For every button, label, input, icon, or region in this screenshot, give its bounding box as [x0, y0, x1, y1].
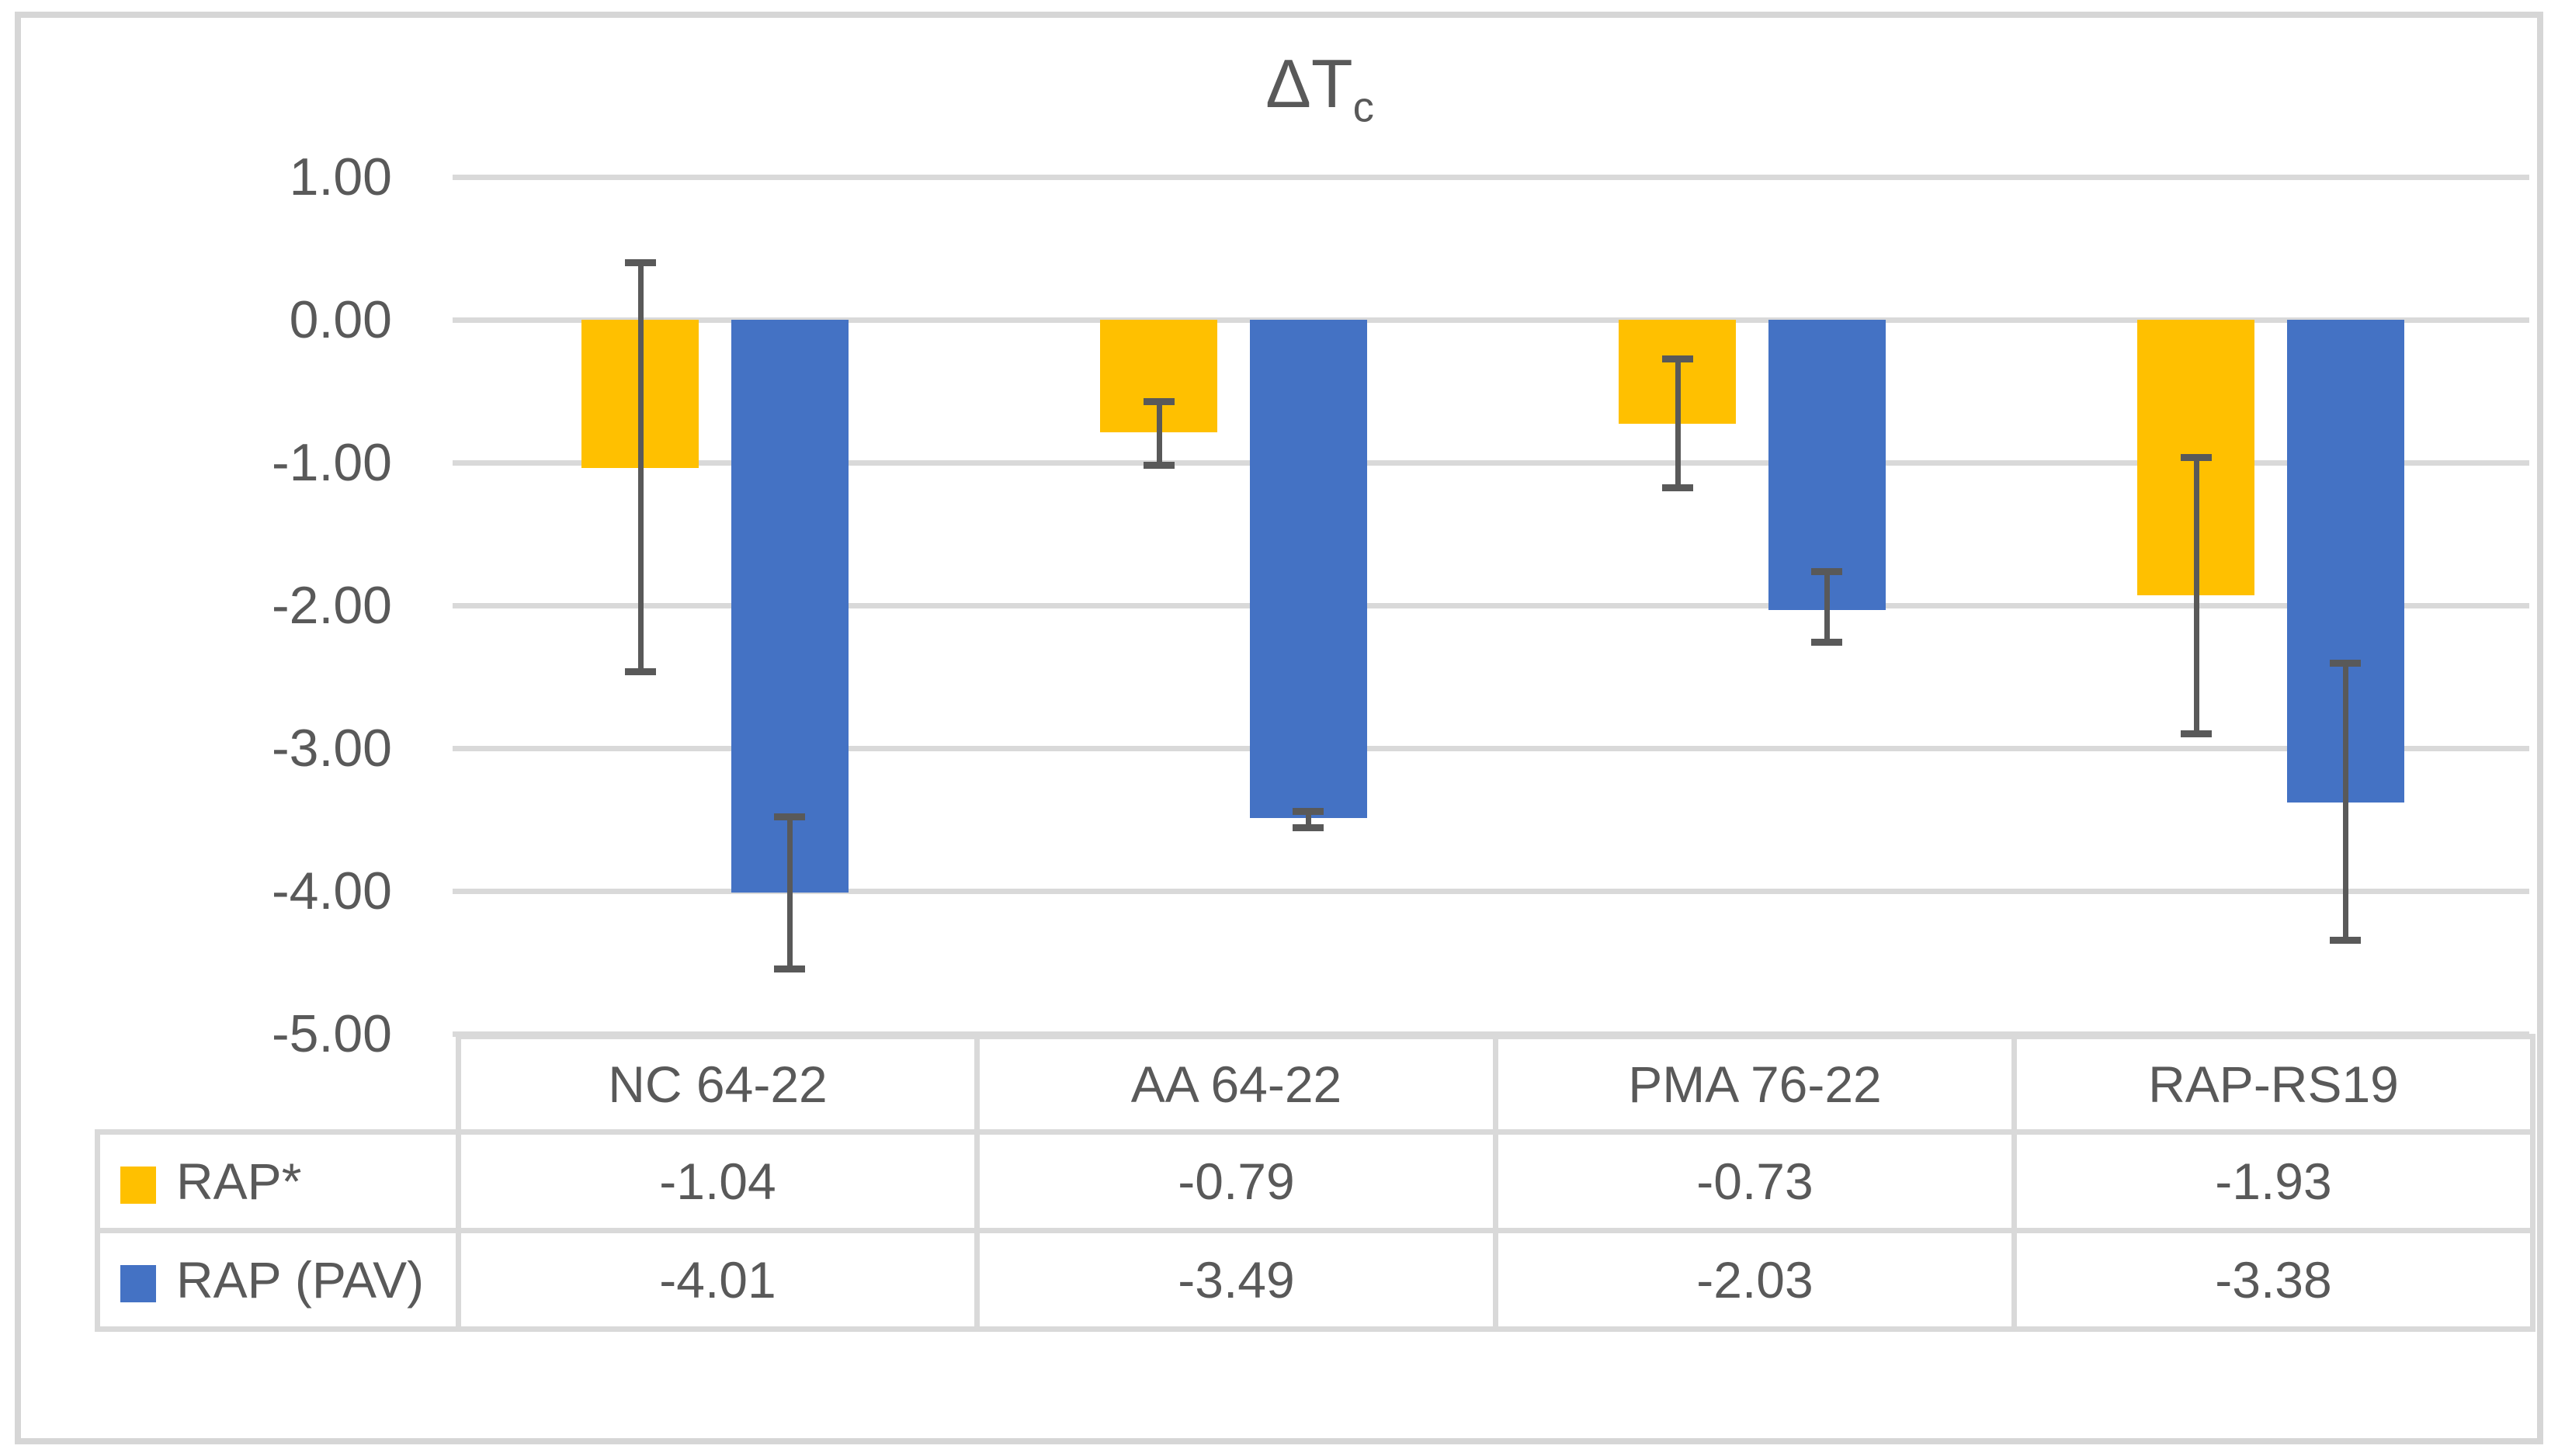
chart-title-base: ΔT [1265, 45, 1353, 122]
gridline-1-00 [453, 460, 2529, 466]
error-bar-rap-nc-64-22-cap-top [625, 259, 656, 267]
table-value-rap-aa-64-22: -0.79 [974, 1129, 1498, 1233]
error-bar-rap-pav-aa-64-22-cap-top [1293, 807, 1324, 815]
error-bar-rap-pav-pma-76-22-line [1824, 570, 1830, 643]
table-header-aa-64-22: AA 64-22 [974, 1034, 1498, 1135]
error-bar-rap-rap-rs19-cap-top [2181, 453, 2212, 461]
error-bar-rap-aa-64-22-line [1157, 400, 1162, 466]
y-axis-tick-label-2-00: -2.00 [272, 576, 392, 635]
table-row-rap-pav: RAP (PAV) -4.01 -3.49 -2.03 -3.38 [95, 1228, 2535, 1332]
gridline-1-00 [453, 175, 2529, 180]
error-bar-rap-rap-rs19-cap-bottom [2181, 730, 2212, 737]
error-bar-rap-pav-aa-64-22-line [1306, 810, 1311, 829]
y-axis-tick-label-4-00: -4.00 [272, 861, 392, 920]
table-value-rap-pav-pma-76-22: -2.03 [1493, 1228, 2017, 1332]
table-value-rap-pma-76-22: -0.73 [1493, 1129, 2017, 1233]
table-value-rap-rap-rs19: -1.93 [2011, 1129, 2535, 1233]
table-header-row: NC 64-22 AA 64-22 PMA 76-22 RAP-RS19 [97, 1034, 2535, 1135]
chart-outer-border [15, 12, 2543, 1444]
error-bar-rap-aa-64-22-cap-top [1144, 397, 1175, 405]
table-header-rap-rs19: RAP-RS19 [2011, 1034, 2535, 1135]
gridline-4-00 [453, 889, 2529, 894]
error-bar-rap-pav-nc-64-22-line [787, 816, 793, 970]
error-bar-rap-pav-nc-64-22-cap-bottom [774, 965, 805, 973]
error-bar-rap-pav-aa-64-22-cap-bottom [1293, 824, 1324, 832]
table-row-rap: RAP* -1.04 -0.79 -0.73 -1.93 [95, 1129, 2535, 1233]
error-bar-rap-rap-rs19-line [2194, 456, 2199, 734]
y-axis-tick-label-1-00: -1.00 [272, 433, 392, 492]
gridline-0-00 [453, 317, 2529, 323]
legend-label-rap-pav: RAP (PAV) [176, 1251, 425, 1309]
chart-title-subscript: c [1352, 83, 1374, 131]
data-table: NC 64-22 AA 64-22 PMA 76-22 RAP-RS19 RAP… [95, 1034, 2535, 1332]
bar-rap-pav-aa-64-22 [1250, 320, 1367, 818]
error-bar-rap-nc-64-22-cap-bottom [625, 668, 656, 676]
y-axis-tick-label-3-00: -3.00 [272, 719, 392, 778]
error-bar-rap-pma-76-22-cap-bottom [1662, 484, 1693, 492]
legend-swatch-rap [120, 1167, 156, 1204]
error-bar-rap-pma-76-22-cap-top [1662, 355, 1693, 362]
error-bar-rap-pma-76-22-line [1675, 358, 1681, 489]
y-axis-tick-label-1-00: 1.00 [289, 147, 392, 206]
error-bar-rap-pav-rap-rs19-line [2343, 662, 2348, 941]
table-header-pma-76-22: PMA 76-22 [1493, 1034, 2017, 1135]
table-value-rap-pav-aa-64-22: -3.49 [974, 1228, 1498, 1332]
gridline-5-00 [453, 1031, 2529, 1037]
error-bar-rap-nc-64-22-line [638, 262, 644, 673]
error-bar-rap-pav-nc-64-22-cap-top [774, 813, 805, 821]
legend-cell-rap: RAP* [95, 1129, 461, 1233]
bar-rap-pav-nc-64-22 [731, 320, 849, 893]
legend-cell-rap-pav: RAP (PAV) [95, 1228, 461, 1332]
gridline-2-00 [453, 603, 2529, 608]
bar-rap-pav-pma-76-22 [1768, 320, 1886, 610]
error-bar-rap-pav-rap-rs19-cap-bottom [2330, 937, 2361, 945]
table-corner-cell [97, 1036, 461, 1135]
error-bar-rap-pav-pma-76-22-cap-top [1811, 567, 1842, 575]
table-header-nc-64-22: NC 64-22 [456, 1034, 980, 1135]
y-axis-tick-label-0-00: 0.00 [289, 290, 392, 349]
legend-swatch-rap-pav [120, 1265, 156, 1302]
chart-title: ΔTc [82, 39, 2558, 129]
gridline-3-00 [453, 746, 2529, 751]
error-bar-rap-pav-pma-76-22-cap-bottom [1811, 638, 1842, 646]
legend-label-rap: RAP* [176, 1153, 302, 1210]
table-value-rap-nc-64-22: -1.04 [456, 1129, 980, 1233]
error-bar-rap-pav-rap-rs19-cap-top [2330, 659, 2361, 667]
error-bar-rap-aa-64-22-cap-bottom [1144, 461, 1175, 469]
table-value-rap-pav-rap-rs19: -3.38 [2011, 1228, 2535, 1332]
table-value-rap-pav-nc-64-22: -4.01 [456, 1228, 980, 1332]
